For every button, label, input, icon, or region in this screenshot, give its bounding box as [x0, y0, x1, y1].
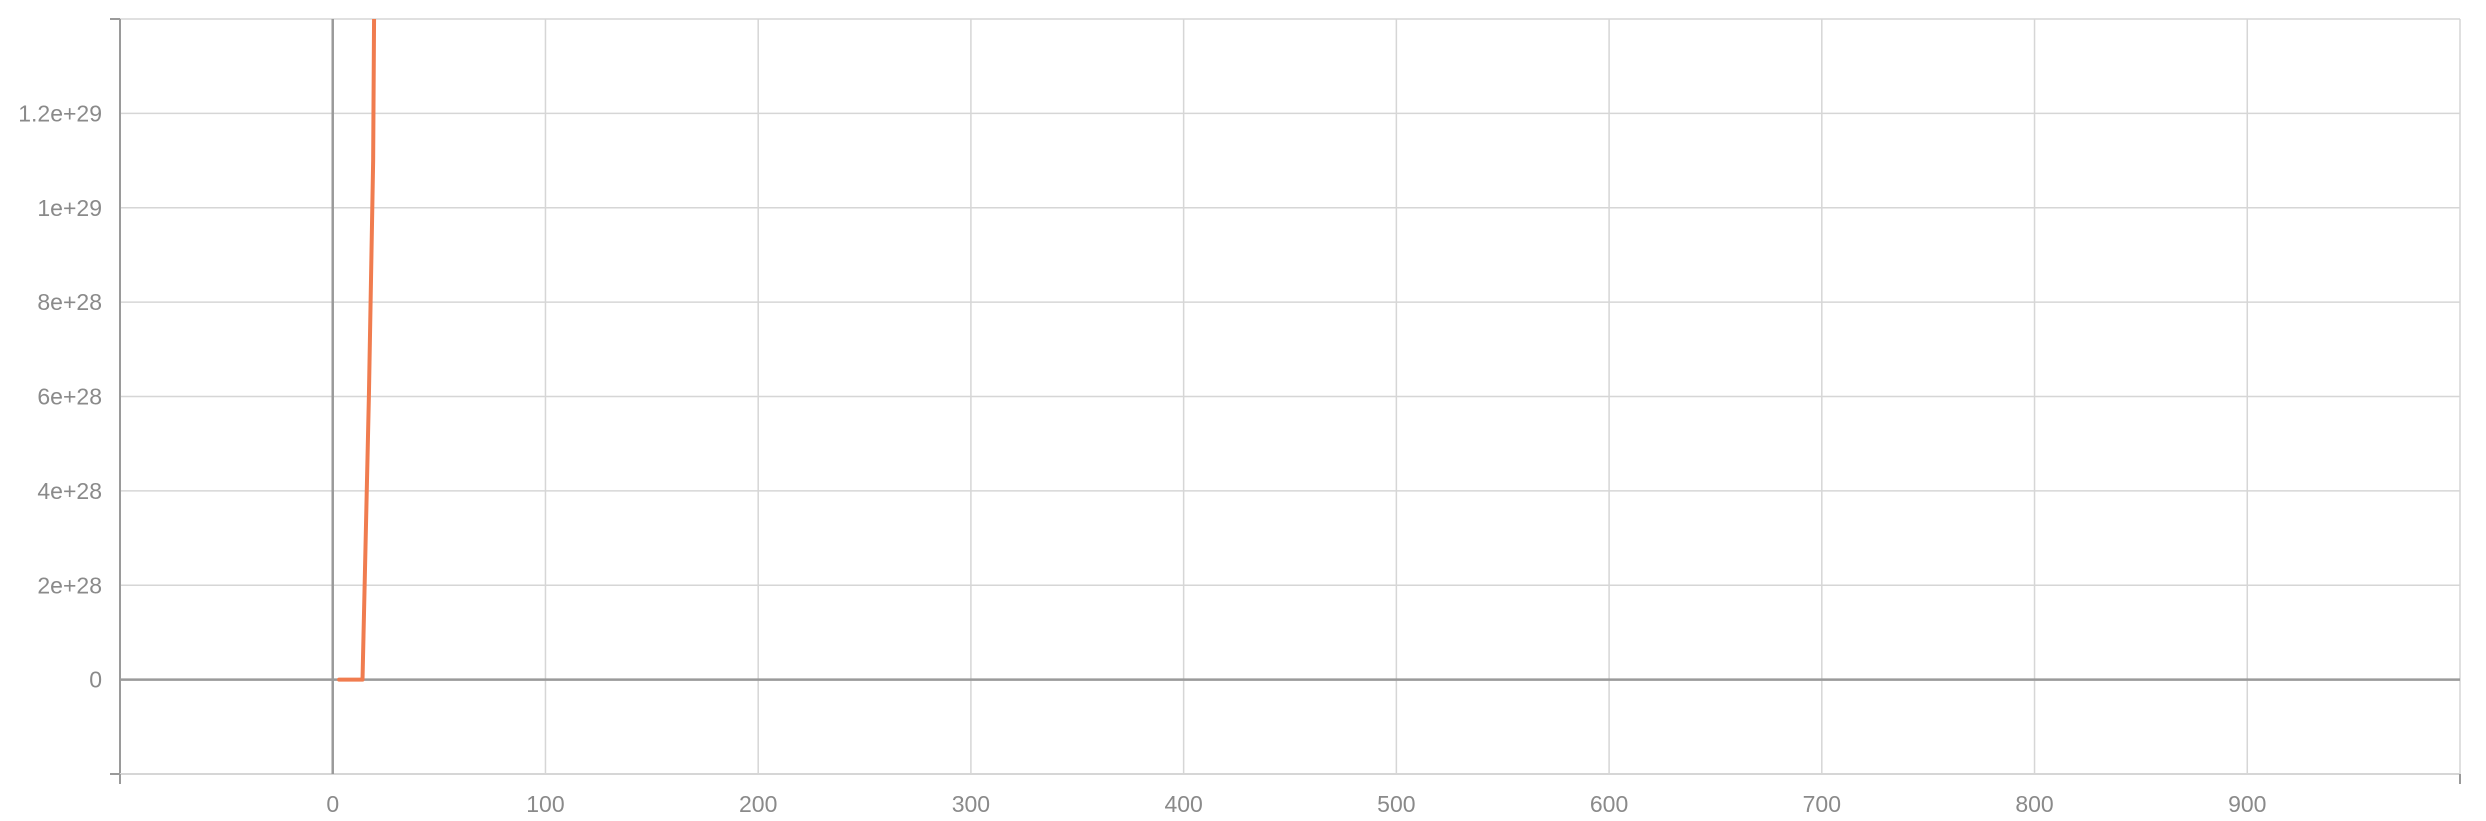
- x-tick-label: 800: [2015, 791, 2053, 817]
- y-tick-label: 8e+28: [37, 289, 102, 315]
- y-tick-label: 2e+28: [37, 572, 102, 598]
- x-tick-label: 900: [2228, 791, 2266, 817]
- x-tick-label: 500: [1377, 791, 1415, 817]
- y-tick-label: 1e+29: [37, 195, 102, 221]
- y-tick-label: 1.2e+29: [18, 100, 102, 126]
- y-tick-label: 4e+28: [37, 478, 102, 504]
- zero-lines: [120, 19, 2460, 774]
- y-tick-label: 6e+28: [37, 384, 102, 410]
- x-tick-label: 100: [526, 791, 564, 817]
- x-tick-label: 200: [739, 791, 777, 817]
- series-line: [337, 19, 377, 682]
- y-tick-label: 0: [89, 667, 102, 693]
- tick-labels: 0 100 200 300 400 500 600 700 800 900 0 2e+28 4e+28 6…: [18, 100, 2266, 817]
- x-tick-label: 700: [1803, 791, 1841, 817]
- x-tick-label: 0: [326, 791, 339, 817]
- x-tick-label: 400: [1164, 791, 1202, 817]
- x-tick-label: 300: [952, 791, 990, 817]
- grid: [120, 18, 2461, 774]
- x-tick-label: 600: [1590, 791, 1628, 817]
- axes: [110, 18, 2461, 784]
- series-layer: [337, 19, 377, 682]
